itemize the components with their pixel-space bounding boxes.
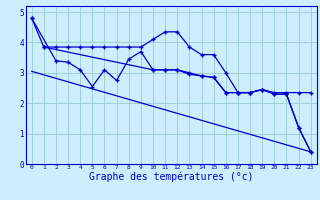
X-axis label: Graphe des températures (°c): Graphe des températures (°c) (89, 172, 253, 182)
